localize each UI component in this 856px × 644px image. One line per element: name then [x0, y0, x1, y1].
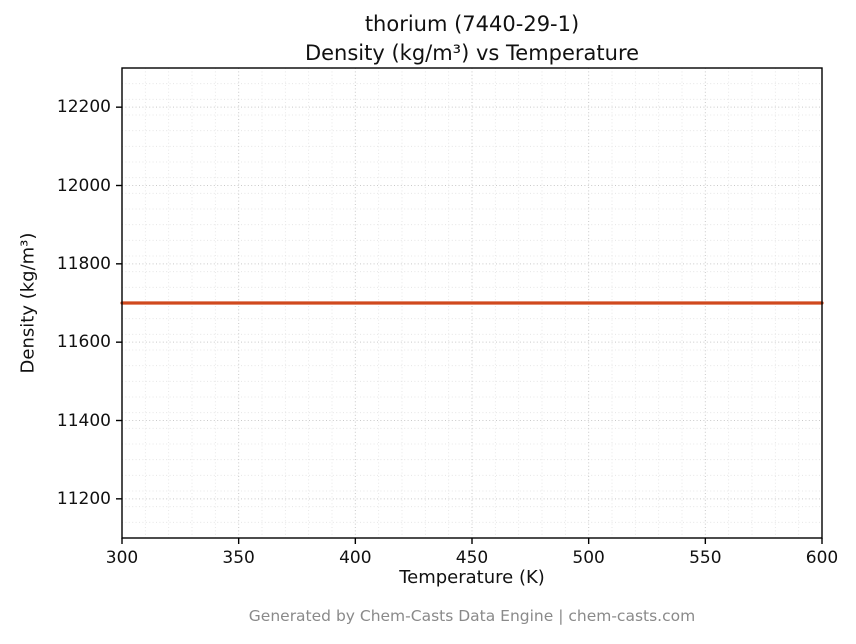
y-tick-label: 11800: [56, 253, 111, 274]
y-tick-label: 11600: [56, 332, 111, 353]
x-tick-label: 350: [222, 548, 255, 568]
x-axis-label: Temperature (K): [399, 567, 545, 588]
x-tick-label: 300: [105, 548, 139, 568]
x-tick-label: 450: [455, 548, 489, 568]
y-tick-label: 12000: [56, 175, 111, 196]
y-tick-label: 12200: [56, 97, 111, 118]
chart-title-line1: thorium (7440-29-1): [364, 12, 580, 36]
y-axis-label: Density (kg/m³): [17, 232, 39, 374]
chart-title-line2: Density (kg/m³) vs Temperature: [304, 41, 640, 65]
x-tick-label: 400: [339, 548, 372, 568]
x-tick-label: 550: [689, 548, 722, 568]
footer-credit: Generated by Chem-Casts Data Engine | ch…: [248, 607, 696, 625]
x-tick-label: 500: [572, 548, 605, 568]
y-tick-label: 11200: [56, 488, 111, 509]
y-tick-label: 11400: [56, 410, 111, 431]
y-tick-marks: [116, 106, 122, 500]
x-tick-marks: [121, 538, 823, 544]
x-tick-label: 600: [805, 548, 839, 568]
chart-title: thorium (7440-29-1) Density (kg/m³) vs T…: [122, 10, 822, 68]
